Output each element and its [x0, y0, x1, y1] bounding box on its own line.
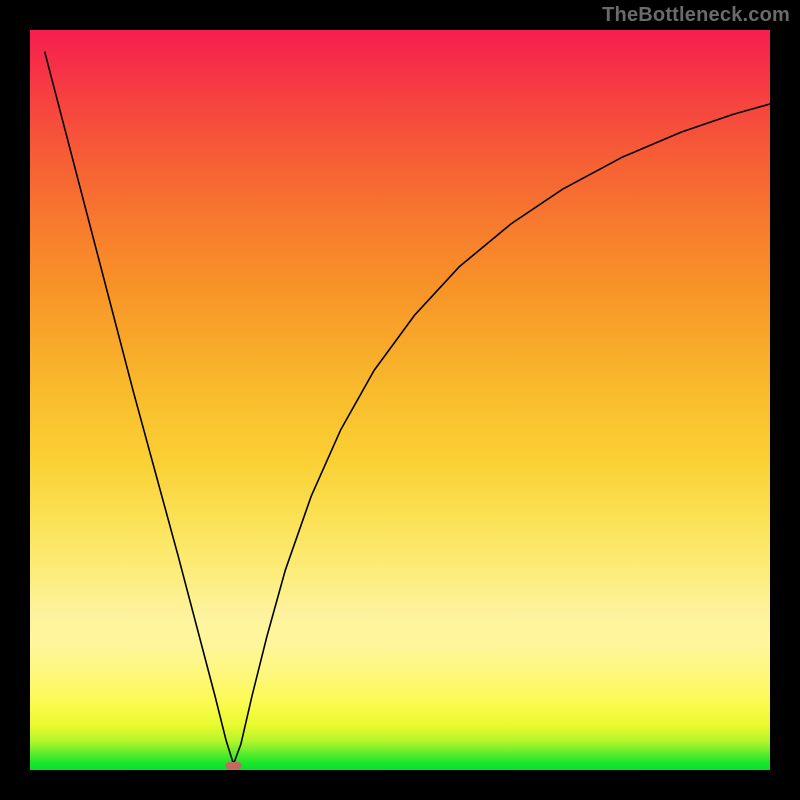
watermark-text: TheBottleneck.com [602, 4, 790, 27]
chart-root: TheBottleneck.com [0, 0, 800, 800]
minimum-marker [225, 762, 241, 769]
chart-svg [0, 0, 800, 800]
